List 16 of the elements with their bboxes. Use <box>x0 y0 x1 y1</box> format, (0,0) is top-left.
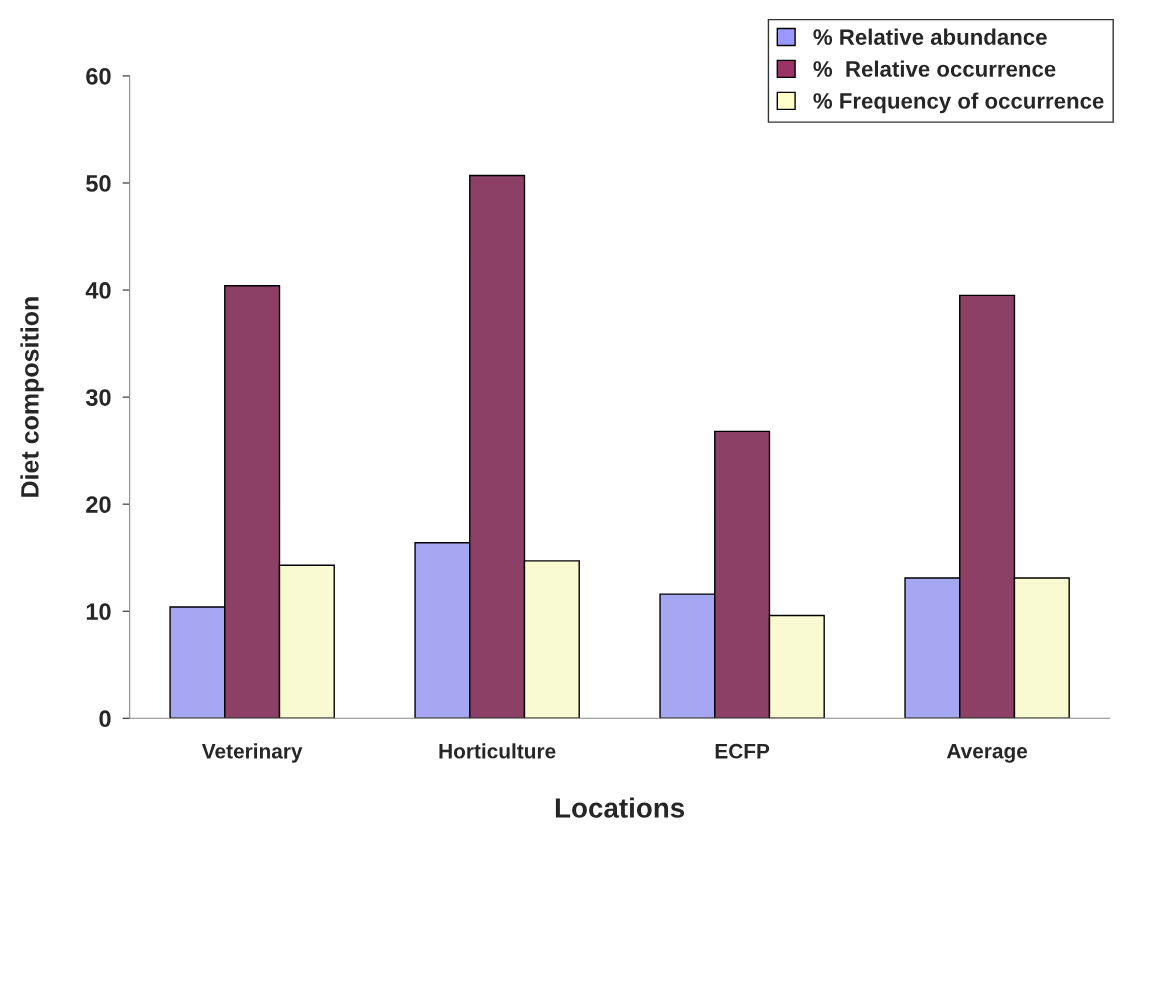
y-tick-label: 0 <box>99 710 111 728</box>
y-tick-label: 10 <box>86 603 111 621</box>
y-axis-title: Diet composition <box>20 297 44 497</box>
x-tick-label: Veterinary <box>201 743 303 763</box>
y-tick-label: 40 <box>85 282 111 299</box>
x-tick-label: ECFP <box>715 743 770 759</box>
legend-label: % Relative abundance <box>813 28 1047 45</box>
x-tick-label: Horticulture <box>439 743 556 759</box>
legend-label: % Relative occurrence <box>813 60 1056 77</box>
y-tick-label: 30 <box>85 389 111 406</box>
y-tick-label: 60 <box>86 67 111 85</box>
y-tick-label: 20 <box>86 496 111 513</box>
x-tick-label: Average <box>946 743 1028 763</box>
y-tick-label: 50 <box>86 175 111 192</box>
legend-label: % Frequency of occurrence <box>813 92 1104 114</box>
x-axis-title: Locations <box>555 797 685 818</box>
